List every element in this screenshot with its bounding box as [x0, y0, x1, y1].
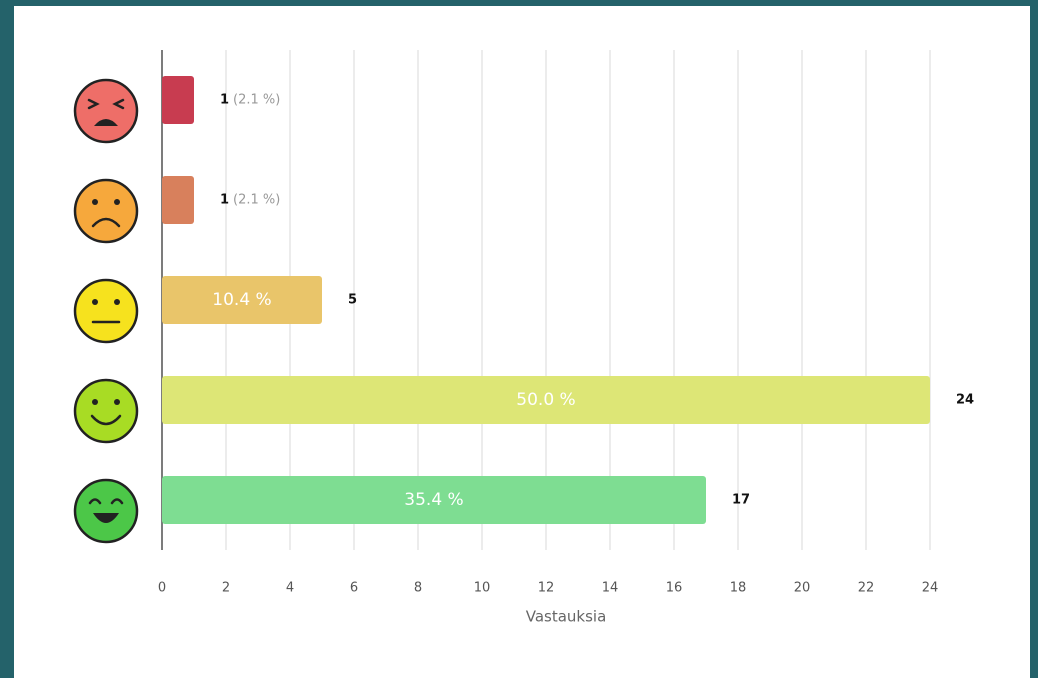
x-tick-label: 20: [794, 581, 811, 596]
sad-eye: [114, 199, 120, 205]
x-tick-label: 22: [858, 581, 875, 596]
x-tick-label: 16: [666, 581, 683, 596]
neutral-eye: [92, 299, 98, 305]
percent-label: (2.1 %): [233, 193, 280, 208]
bar: [162, 376, 930, 424]
x-tick-label: 10: [474, 581, 491, 596]
x-axis-title: Vastauksia: [526, 608, 607, 626]
x-tick-label: 8: [414, 581, 422, 596]
count-label: 24: [956, 393, 974, 408]
happy-eye: [92, 399, 98, 405]
x-tick-label: 0: [158, 581, 166, 596]
face-icons: [73, 78, 139, 544]
happy-eye: [114, 399, 120, 405]
bar: [162, 276, 322, 324]
laughing-eyes: [88, 498, 124, 505]
neutral-eye: [114, 299, 120, 305]
percent-label: (2.1 %): [233, 93, 280, 108]
x-tick-label: 6: [350, 581, 358, 596]
happy-mouth: [90, 414, 122, 426]
angry-mouth: [94, 119, 118, 126]
x-tick-label: 12: [538, 581, 555, 596]
count-label: 1: [220, 193, 229, 208]
laughing-face: [73, 478, 139, 544]
bar: [162, 76, 194, 124]
percent-label: 50.0 %: [516, 390, 575, 410]
percent-label: 35.4 %: [404, 490, 463, 510]
percent-label: 10.4 %: [212, 290, 271, 310]
sad-mouth: [91, 217, 121, 228]
sad-eye: [92, 199, 98, 205]
happy-face: [73, 378, 139, 444]
count-label: 5: [348, 293, 357, 308]
x-tick-label: 18: [730, 581, 747, 596]
angry-eyes: [87, 98, 125, 110]
neutral-face: [73, 278, 139, 344]
x-tick-label: 4: [286, 581, 294, 596]
sad-face: [73, 178, 139, 244]
bar: [162, 476, 706, 524]
angry-face: [73, 78, 139, 144]
count-label: 17: [732, 493, 750, 508]
x-tick-label: 2: [222, 581, 230, 596]
x-tick-label: 14: [602, 581, 619, 596]
bar: [162, 176, 194, 224]
laughing-mouth: [93, 513, 119, 523]
count-label: 1: [220, 93, 229, 108]
x-tick-label: 24: [922, 581, 939, 596]
